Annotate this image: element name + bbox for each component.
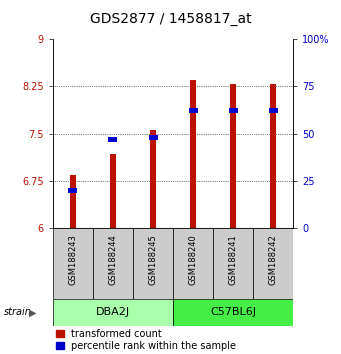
Bar [69,188,77,193]
Bar [150,131,156,228]
Text: GSM188242: GSM188242 [269,234,278,285]
Bar [213,228,253,299]
Text: GSM188245: GSM188245 [149,234,158,285]
Bar [53,228,93,299]
Bar [110,154,116,228]
Text: C57BL6J: C57BL6J [210,307,256,318]
Bar [93,228,133,299]
Text: ▶: ▶ [29,307,36,318]
Text: GSM188243: GSM188243 [69,234,77,285]
Text: strain: strain [3,307,31,318]
Bar [270,84,276,228]
Bar [229,108,238,113]
Bar [53,299,173,326]
Text: GSM188244: GSM188244 [108,234,117,285]
Bar [70,175,76,228]
Bar [189,108,197,113]
Bar [133,228,173,299]
Bar [173,228,213,299]
Bar [230,84,236,228]
Text: DBA2J: DBA2J [96,307,130,318]
Bar [190,80,196,228]
Bar [108,137,117,142]
Bar [173,299,293,326]
Bar [269,108,278,113]
Text: GSM188241: GSM188241 [229,234,238,285]
Bar [149,135,158,140]
Bar [253,228,293,299]
Text: GSM188240: GSM188240 [189,234,197,285]
Legend: transformed count, percentile rank within the sample: transformed count, percentile rank withi… [56,329,236,351]
Text: GDS2877 / 1458817_at: GDS2877 / 1458817_at [90,12,251,27]
